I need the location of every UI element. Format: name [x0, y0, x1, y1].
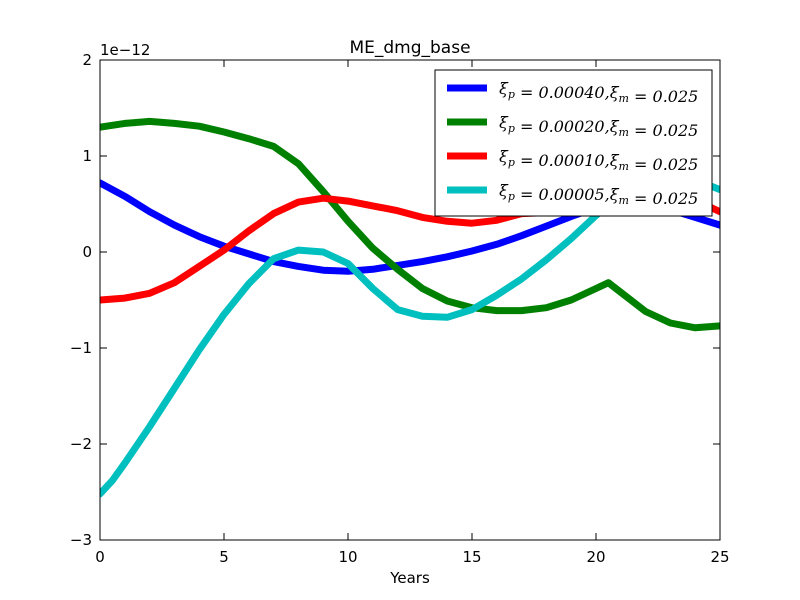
legend-label: ξp = 0.00005,ξm = 0.025 [499, 181, 698, 208]
x-tick-label: 0 [95, 548, 105, 566]
legend-label: ξp = 0.00020,ξm = 0.025 [499, 113, 698, 140]
y-tick-label: −1 [70, 339, 92, 357]
series-line-3 [100, 194, 720, 304]
legend: ξp = 0.00040,ξm = 0.025 ξp = 0.00020,ξm =… [434, 69, 713, 217]
y-scale-label: 1e−12 [100, 41, 150, 59]
x-tick-label: 25 [710, 548, 729, 566]
legend-label: ξp = 0.00010,ξm = 0.025 [499, 147, 698, 174]
chart-title: ME_dmg_base [349, 38, 470, 58]
series-line-4 [100, 181, 720, 498]
x-tick-label: 5 [219, 548, 229, 566]
y-tick-label: 2 [82, 51, 92, 69]
y-tick-label: −3 [70, 531, 92, 549]
y-tick-label: 1 [82, 147, 92, 165]
y-tick-label: −2 [70, 435, 92, 453]
legend-label: ξp = 0.00040,ξm = 0.025 [499, 79, 698, 106]
x-axis-label: Years [389, 569, 430, 587]
y-tick-label: 0 [82, 243, 92, 261]
series-line-2 [100, 117, 720, 332]
x-tick-label: 15 [462, 548, 481, 566]
axis-ticks: 0 5 10 15 20 25 −3 −2 −1 0 1 2 [70, 51, 730, 566]
x-tick-label: 10 [338, 548, 357, 566]
x-tick-label: 20 [586, 548, 605, 566]
plot-frame [99, 59, 721, 541]
